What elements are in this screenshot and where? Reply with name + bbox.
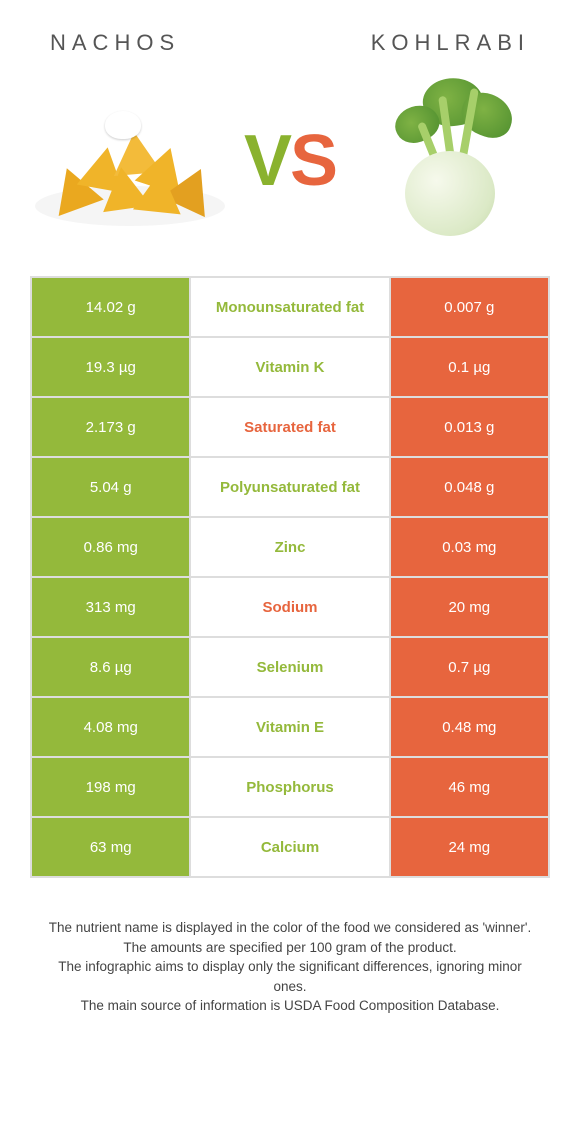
food-right-image <box>350 76 550 246</box>
value-left: 313 mg <box>32 578 191 636</box>
value-right: 0.48 mg <box>391 698 550 756</box>
nutrient-label: Monounsaturated fat <box>191 278 390 336</box>
value-left: 8.6 µg <box>32 638 191 696</box>
nutrient-label: Saturated fat <box>191 398 390 456</box>
nutrient-label: Polyunsaturated fat <box>191 458 390 516</box>
footer-line-4: The main source of information is USDA F… <box>40 996 540 1016</box>
value-right: 46 mg <box>391 758 550 816</box>
table-row: 19.3 µgVitamin K0.1 µg <box>32 338 550 398</box>
value-left: 4.08 mg <box>32 698 191 756</box>
value-right: 0.03 mg <box>391 518 550 576</box>
value-left: 2.173 g <box>32 398 191 456</box>
vs-label: VS <box>244 120 336 202</box>
nutrient-label: Vitamin K <box>191 338 390 396</box>
nutrient-label: Selenium <box>191 638 390 696</box>
footer-line-1: The nutrient name is displayed in the co… <box>40 918 540 938</box>
table-row: 0.86 mgZinc0.03 mg <box>32 518 550 578</box>
nachos-illustration <box>35 96 225 226</box>
value-right: 24 mg <box>391 818 550 876</box>
value-left: 14.02 g <box>32 278 191 336</box>
table-row: 14.02 gMonounsaturated fat0.007 g <box>32 278 550 338</box>
nutrition-table: 14.02 gMonounsaturated fat0.007 g19.3 µg… <box>30 276 550 878</box>
value-left: 0.86 mg <box>32 518 191 576</box>
value-right: 0.007 g <box>391 278 550 336</box>
nutrient-label: Phosphorus <box>191 758 390 816</box>
value-left: 198 mg <box>32 758 191 816</box>
table-row: 198 mgPhosphorus46 mg <box>32 758 550 818</box>
food-left-title: NACHOS <box>50 30 180 56</box>
table-row: 2.173 gSaturated fat0.013 g <box>32 398 550 458</box>
nutrient-label: Vitamin E <box>191 698 390 756</box>
table-row: 5.04 gPolyunsaturated fat0.048 g <box>32 458 550 518</box>
table-row: 313 mgSodium20 mg <box>32 578 550 638</box>
value-right: 0.013 g <box>391 398 550 456</box>
vs-s: S <box>290 120 336 202</box>
kohlrabi-illustration <box>365 76 535 246</box>
nutrient-label: Calcium <box>191 818 390 876</box>
value-right: 0.1 µg <box>391 338 550 396</box>
food-left-image <box>30 76 230 246</box>
value-left: 5.04 g <box>32 458 191 516</box>
table-row: 4.08 mgVitamin E0.48 mg <box>32 698 550 758</box>
value-right: 0.048 g <box>391 458 550 516</box>
value-left: 63 mg <box>32 818 191 876</box>
header: NACHOS KOHLRABI <box>0 0 580 66</box>
footer-line-2: The amounts are specified per 100 gram o… <box>40 938 540 958</box>
value-right: 0.7 µg <box>391 638 550 696</box>
food-right-title: KOHLRABI <box>371 30 530 56</box>
table-row: 8.6 µgSelenium0.7 µg <box>32 638 550 698</box>
hero: VS <box>0 66 580 276</box>
vs-v: V <box>244 120 290 202</box>
nutrient-label: Zinc <box>191 518 390 576</box>
table-row: 63 mgCalcium24 mg <box>32 818 550 878</box>
nutrient-label: Sodium <box>191 578 390 636</box>
value-left: 19.3 µg <box>32 338 191 396</box>
value-right: 20 mg <box>391 578 550 636</box>
footer-notes: The nutrient name is displayed in the co… <box>0 878 580 1016</box>
footer-line-3: The infographic aims to display only the… <box>40 957 540 996</box>
